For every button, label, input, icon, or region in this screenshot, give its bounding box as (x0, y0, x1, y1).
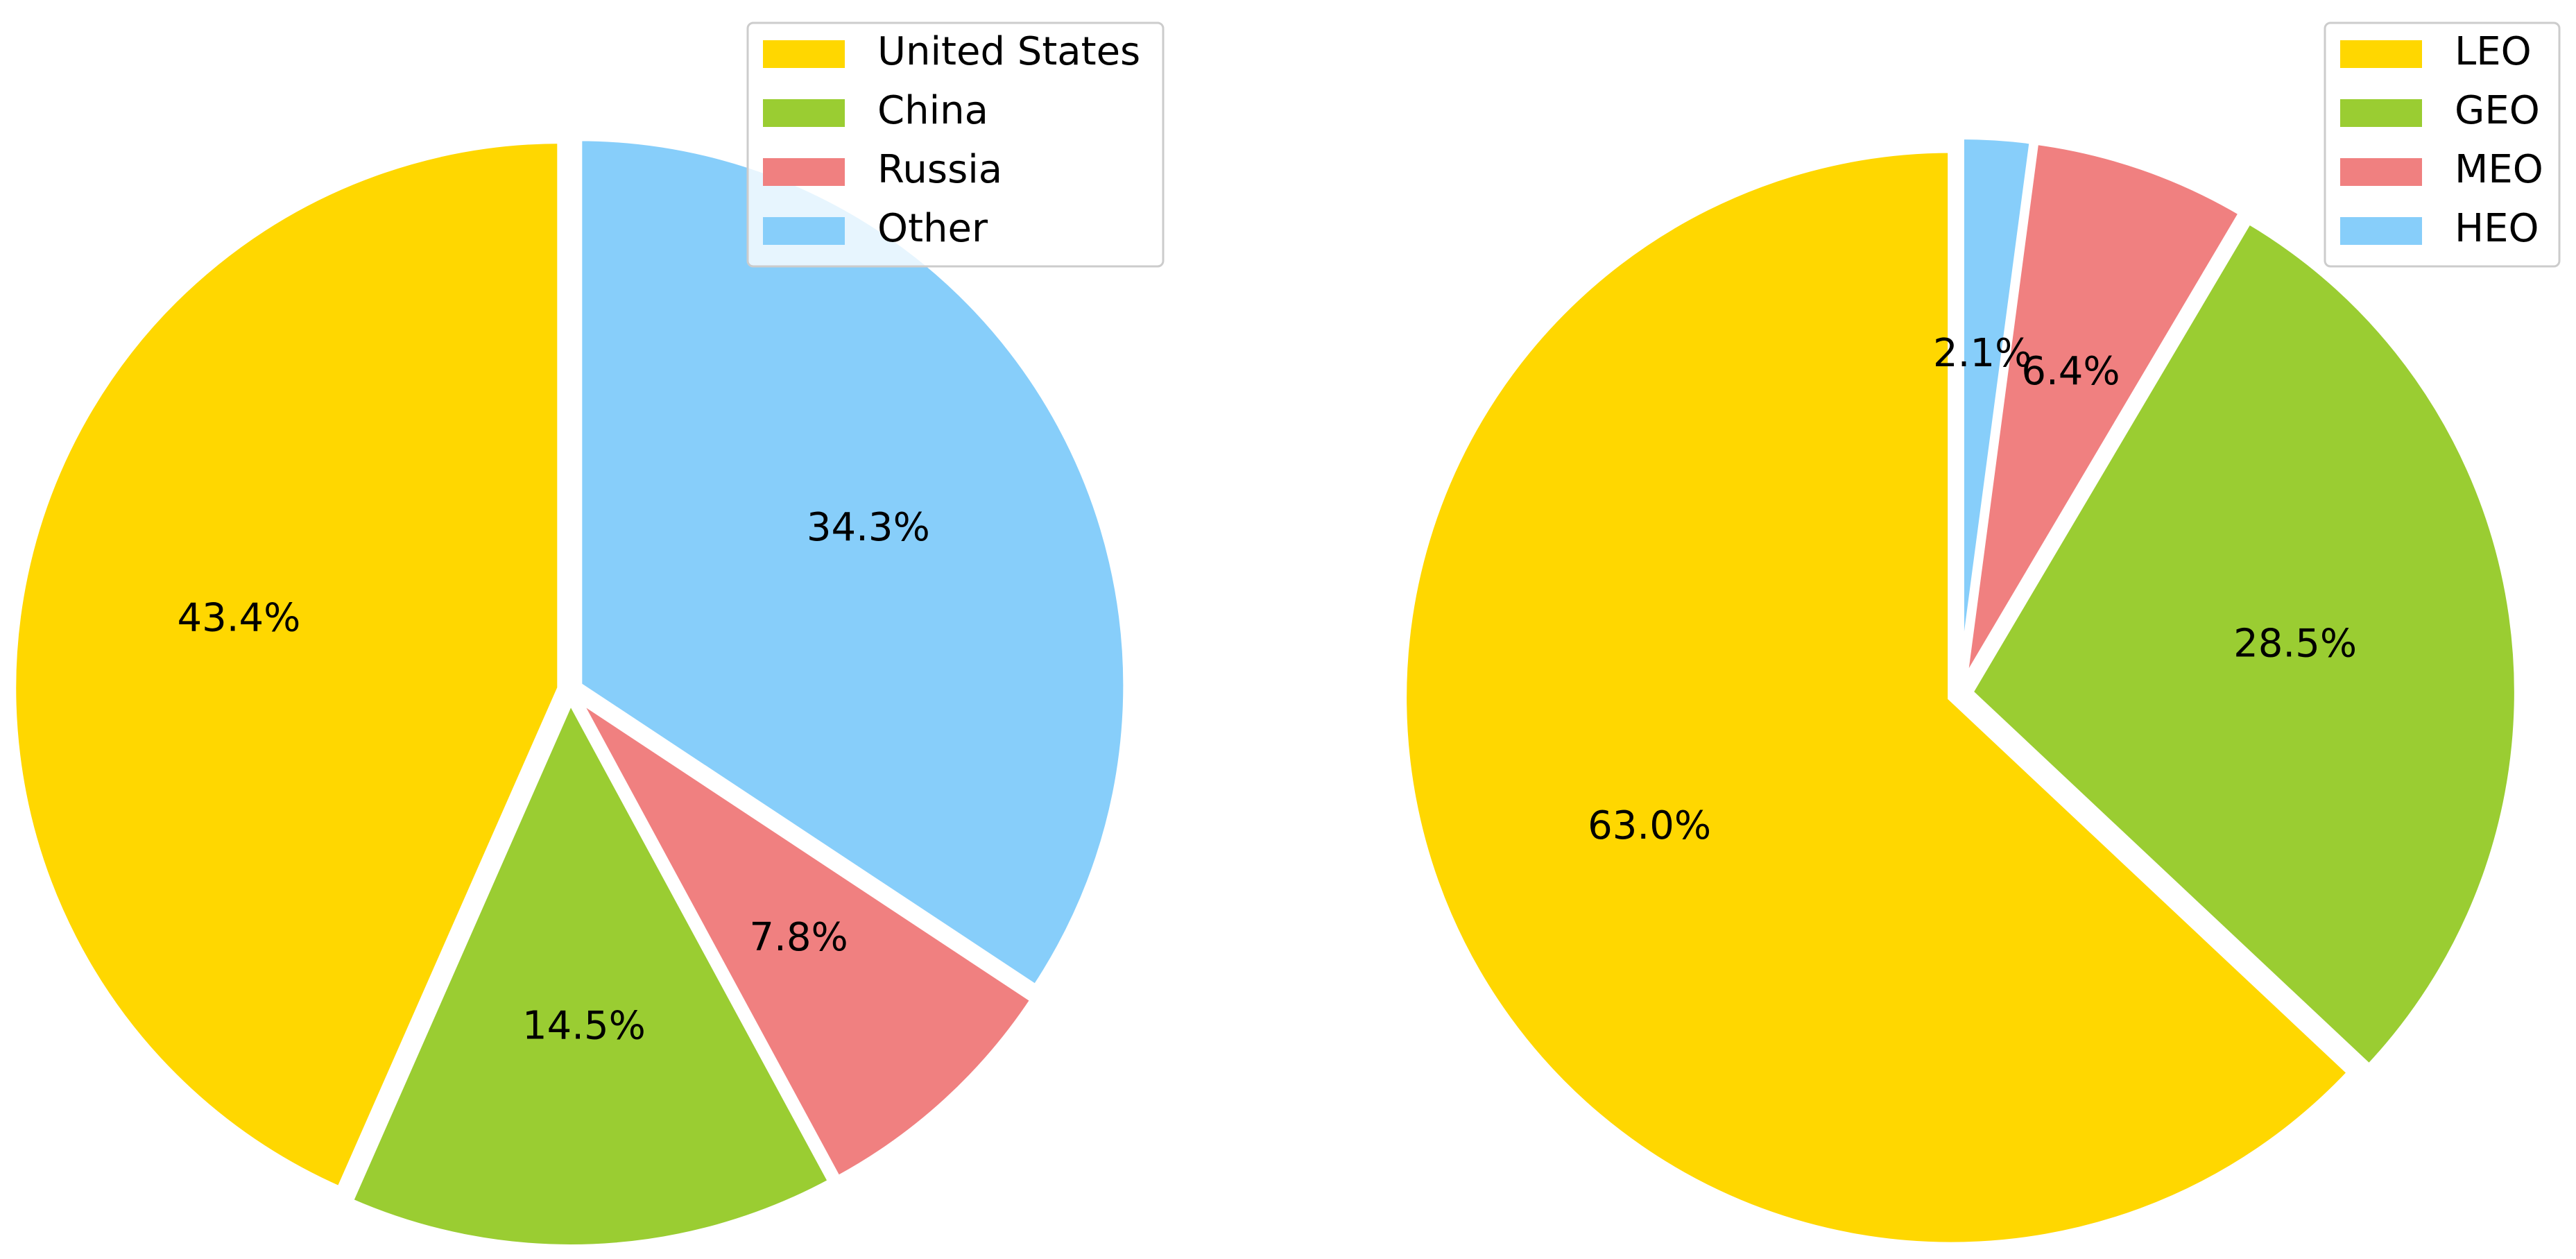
legend-swatch (763, 40, 845, 68)
pie-slice (345, 692, 836, 1251)
pie-slice (574, 694, 1039, 1184)
legend-swatch (2340, 40, 2422, 68)
pie-slice (1959, 137, 2247, 687)
slice-label: 63.0% (1588, 803, 1711, 848)
legend-label: LEO (2455, 29, 2532, 74)
legend-swatch (2340, 217, 2422, 245)
pie-slice (9, 137, 565, 1194)
slice-label: 43.4% (177, 596, 300, 641)
pie (9, 134, 1131, 1251)
legend: United States China Russia Other (746, 22, 1165, 268)
legend-swatch (763, 217, 845, 245)
slice-label: 2.1% (1933, 331, 2032, 376)
legend-swatch (2340, 158, 2422, 186)
slice-label: 7.8% (749, 915, 848, 960)
legend-swatch (763, 158, 845, 186)
legend-frame (746, 22, 1165, 268)
pie-slice (1400, 146, 2356, 1249)
legend-swatch (763, 99, 845, 127)
legend-frame (2324, 22, 2561, 268)
legend-label: HEO (2455, 206, 2539, 251)
slice-label: 14.5% (522, 1004, 646, 1049)
legend-label: China (877, 88, 988, 133)
legend: LEO GEO MEO HEO (2324, 22, 2561, 268)
slice-label: 34.3% (807, 505, 930, 550)
slice-label: 6.4% (2021, 349, 2120, 394)
legend-swatch (2340, 99, 2422, 127)
legend-label: MEO (2455, 147, 2543, 192)
legend-label: Russia (877, 147, 1002, 192)
legend-label: GEO (2455, 88, 2540, 133)
slice-label: 28.5% (2233, 621, 2357, 666)
pie-slice (1957, 132, 2037, 685)
legend-label: United States (877, 29, 1140, 74)
legend-label: Other (877, 206, 988, 251)
pie-slice (1965, 216, 2521, 1072)
pie (1400, 132, 2521, 1249)
